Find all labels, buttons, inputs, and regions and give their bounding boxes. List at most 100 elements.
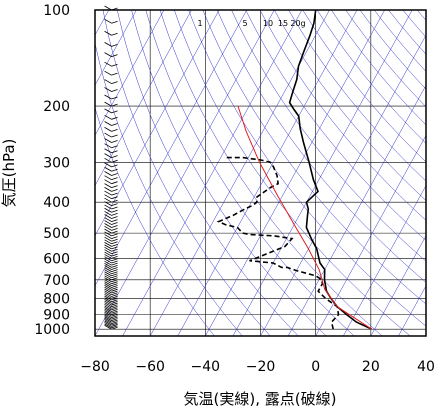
wind-barb	[104, 207, 112, 213]
x-tick-label: −20	[246, 359, 276, 375]
wind-barb	[104, 319, 112, 324]
wind-barb	[104, 143, 112, 149]
wind-barb	[104, 281, 112, 286]
wind-barb	[111, 279, 118, 283]
mixing-ratio-label: 1	[197, 19, 202, 28]
wind-barb	[111, 269, 118, 273]
dry-adiabat-line	[102, 10, 271, 336]
wind-barb	[111, 150, 118, 154]
wind-barb	[111, 315, 118, 319]
mixing-ratio-label: 20g	[290, 19, 305, 28]
wind-barb	[104, 249, 112, 255]
x-tick-label: 40	[417, 359, 435, 375]
y-tick-label: 100	[43, 3, 70, 19]
wind-barb	[104, 223, 112, 228]
wind-barb	[111, 292, 118, 296]
wind-barb	[111, 281, 118, 285]
wind-barb	[111, 312, 118, 316]
wind-barb	[111, 248, 118, 252]
wind-barb	[111, 236, 118, 239]
wind-barb	[104, 228, 112, 234]
wind-barb	[111, 241, 118, 245]
isotherm-line	[205, 10, 385, 336]
wind-barb	[104, 277, 112, 283]
isotherm-line	[343, 185, 426, 336]
wind-barb	[111, 260, 118, 264]
mixing-ratio-label: 5	[242, 19, 247, 28]
wind-barb	[104, 214, 112, 219]
wind-barb	[104, 302, 112, 308]
wind-barb	[104, 121, 112, 126]
wind-barb	[104, 101, 112, 107]
wind-barb	[104, 197, 112, 203]
dry-adiabat-line	[131, 10, 327, 336]
wind-barb	[104, 269, 112, 275]
wind-barb	[104, 305, 112, 311]
wind-barb	[111, 286, 118, 290]
wind-barb	[104, 292, 112, 297]
wind-barb	[111, 168, 118, 172]
wind-barb	[104, 303, 112, 309]
wind-barb	[104, 236, 112, 242]
x-tick-label: −80	[80, 359, 110, 375]
wind-barb	[111, 309, 118, 312]
wind-barb	[111, 316, 118, 320]
wind-barb	[104, 279, 112, 285]
wind-barb	[111, 253, 118, 257]
y-tick-label: 800	[43, 291, 70, 307]
wind-barb	[104, 244, 112, 250]
wind-barb	[111, 54, 118, 58]
wind-barb	[104, 314, 112, 320]
wind-barb	[104, 308, 112, 314]
wind-barb	[104, 300, 112, 306]
wind-barb	[104, 201, 112, 206]
wind-barb	[111, 123, 118, 126]
dry-adiabat-line	[402, 10, 426, 38]
wind-barb	[111, 181, 118, 185]
y-tick-label: 900	[43, 308, 70, 324]
isotherm-line	[260, 34, 426, 336]
wind-barb	[111, 302, 118, 306]
wind-barb	[111, 209, 118, 213]
isotherm-line	[370, 235, 426, 336]
wind-barb	[111, 288, 118, 292]
wind-barb	[104, 225, 112, 231]
dry-adiabat-line	[259, 10, 426, 221]
wind-barb	[111, 216, 118, 219]
wind-barb	[104, 239, 112, 245]
wind-barb	[111, 110, 118, 114]
x-tick-label: 20	[362, 359, 380, 375]
wind-barb	[104, 166, 112, 172]
wind-barb	[104, 204, 112, 210]
wind-barb	[104, 317, 112, 323]
y-axis-title: 気圧(hPa)	[0, 139, 18, 208]
wind-barb	[111, 185, 118, 188]
wind-barb	[104, 61, 112, 67]
wind-barb	[111, 192, 118, 196]
wind-barb	[104, 311, 112, 317]
wind-barb	[111, 63, 118, 67]
y-tick-label: 500	[43, 226, 70, 242]
wind-barb	[104, 87, 112, 92]
wind-barb	[111, 199, 118, 203]
wind-barb	[104, 157, 112, 163]
dry-adiabat-line	[95, 41, 243, 336]
dry-adiabat-line	[345, 10, 426, 108]
wind-barb	[104, 114, 112, 120]
wind-barb	[111, 189, 118, 192]
wind-barb	[111, 140, 118, 143]
wind-barb	[111, 307, 118, 311]
wind-barb	[104, 254, 112, 259]
isotherm-line	[315, 134, 426, 336]
isotherm-line	[95, 10, 192, 187]
wind-barb	[111, 155, 118, 158]
dry-adiabat-line	[245, 10, 426, 241]
isotherm-line	[232, 10, 413, 336]
wind-barb	[111, 324, 118, 327]
wind-barb	[111, 230, 118, 234]
dry-adiabat-line	[174, 10, 411, 336]
wind-barb	[111, 299, 118, 303]
wind-barb	[111, 294, 118, 297]
wind-barb	[104, 187, 112, 192]
wind-barb	[104, 273, 112, 279]
